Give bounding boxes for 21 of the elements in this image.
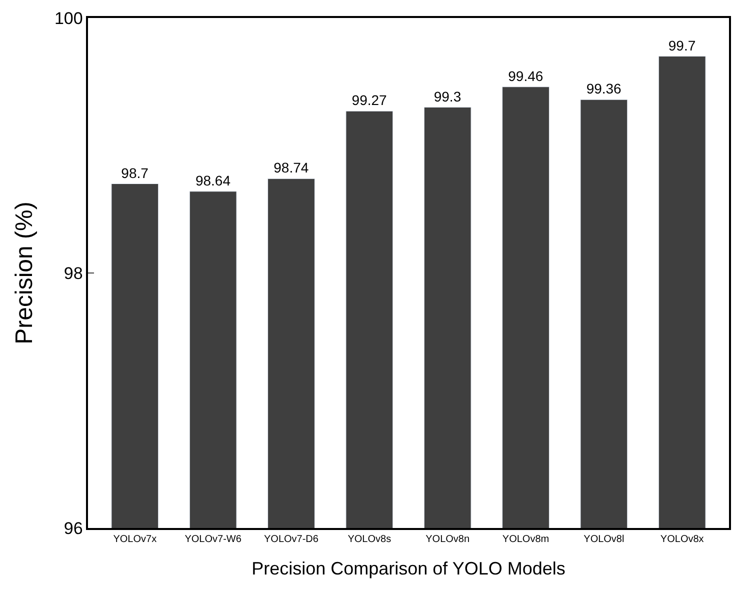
x-tick-label: YOLOv8l (584, 534, 624, 545)
data-label: 98.74 (274, 160, 309, 176)
y-tick-label: 96 (64, 518, 83, 538)
data-label: 99.3 (434, 88, 462, 104)
data-label: 98.64 (195, 172, 231, 188)
data-label: 99.36 (586, 80, 622, 97)
x-tick-label: YOLOv7x (113, 534, 157, 545)
y-tick-label: 98 (64, 264, 83, 283)
data-label: 99.27 (352, 92, 388, 108)
x-tick-label: YOLOv8m (502, 534, 550, 545)
x-tick-label: YOLOv8x (660, 534, 704, 545)
x-tick-label: YOLOv8s (348, 534, 392, 545)
data-label: 99.46 (508, 68, 544, 84)
data-label: 99.7 (668, 37, 696, 54)
y-axis-title: Precision (%) (11, 202, 38, 344)
x-tick-label: YOLOv8n (426, 534, 470, 545)
x-tick-label: YOLOv7-D6 (264, 534, 319, 545)
x-tick-label: YOLOv7-W6 (184, 534, 242, 545)
x-axis-title: Precision Comparison of YOLO Models (252, 558, 566, 578)
y-tick-label: 100 (54, 8, 83, 28)
data-label: 98.7 (121, 164, 149, 181)
